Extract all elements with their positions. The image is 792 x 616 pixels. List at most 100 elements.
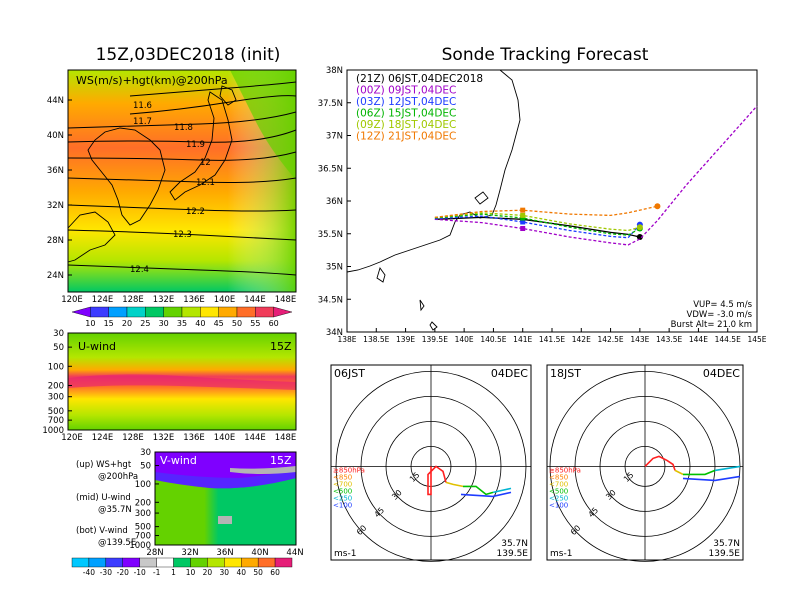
lat-tick-label: 34.5N	[318, 295, 343, 305]
pressure-tick-label: 50	[53, 343, 64, 353]
pressure-tick-label: 1000	[42, 426, 64, 436]
colorbar-tick-label: 50	[253, 568, 263, 577]
lon-tick-label: 139E	[396, 335, 415, 344]
vwind-lat-ticks: 28N 32N 36N 40N 44N	[146, 548, 303, 558]
china-coast	[67, 211, 116, 263]
pressure-tick-label: 200	[135, 498, 151, 508]
track-marker	[520, 212, 526, 218]
uwind-label: U-wind	[78, 340, 116, 353]
pressure-legend-entry: <850	[333, 473, 352, 481]
track-end-point	[636, 234, 643, 241]
track-line	[434, 205, 658, 219]
lon-tick-label: 139.5E	[422, 335, 448, 344]
colorbar-cell	[255, 306, 274, 318]
hodo-lon: 139.5E	[497, 549, 529, 559]
contour-label: 12.4	[130, 265, 149, 275]
colorbar-tick-label: -1	[153, 568, 161, 577]
lat-tick-label: 35.5N	[318, 230, 343, 240]
lat-tick-label: 32N	[47, 201, 64, 211]
track-marker	[520, 219, 526, 225]
lat-tick-label: 36N	[326, 197, 343, 207]
lon-tick-label: 144E	[244, 295, 266, 305]
lon-tick-label: 120E	[61, 295, 83, 305]
pressure-legend-entry: ≥850hPa	[549, 466, 581, 474]
hodo-date-label: 04DEC	[703, 367, 740, 380]
hodo-trace	[445, 481, 464, 488]
track-marker	[520, 207, 526, 213]
pressure-tick-label: 100	[48, 362, 64, 372]
pressure-tick-label: 30	[53, 329, 64, 339]
legend-entry: (21Z) 06JST,04DEC2018	[356, 73, 483, 85]
lon-tick-label: 144E	[244, 433, 266, 443]
lat-tick-label: 36N	[216, 548, 233, 558]
lon-tick-label: 142.5E	[597, 335, 623, 344]
hodo-trace	[460, 491, 512, 498]
hodo-lat: 35.7N	[713, 539, 740, 549]
pressure-legend-entry: <500	[549, 487, 568, 495]
contour-label: 12.2	[186, 207, 205, 217]
pressure-tick-label: 700	[48, 416, 64, 426]
track-line	[434, 213, 641, 236]
track-end-point	[636, 224, 643, 231]
hodo-time-label: 18JST	[550, 367, 581, 380]
lat-tick-label: 40N	[47, 131, 64, 141]
pressure-tick-label: 300	[48, 393, 64, 403]
height-contours	[67, 81, 297, 276]
lon-tick-label: 145E	[747, 335, 766, 344]
hodo-trace	[492, 487, 512, 494]
lon-tick-label: 128E	[122, 433, 144, 443]
colorbar-cell	[200, 306, 219, 318]
note-mid2: @35.7N	[98, 505, 132, 515]
pressure-tick-label: 500	[48, 407, 64, 417]
contour-label: 11.9	[186, 140, 205, 150]
vdw-text: VDW= -3.0 m/s	[687, 310, 753, 320]
legend-entry: (06Z) 15JST,04DEC	[356, 108, 456, 120]
lon-tick-label: 141.5E	[539, 335, 565, 344]
pressure-tick-label: 100	[135, 480, 151, 490]
colorbar-cell	[207, 557, 225, 568]
track-series	[434, 105, 758, 246]
lat-tick-label: 35N	[326, 263, 343, 273]
pressure-legend-entry: <850	[549, 473, 568, 481]
track-marker	[520, 215, 526, 221]
pressure-tick-label: 700	[135, 532, 151, 542]
pressure-legend-entry: <250	[333, 494, 352, 502]
lon-tick-label: 138E	[337, 335, 356, 344]
vwind-gray-spot	[218, 516, 232, 524]
hodo-trace	[463, 485, 494, 496]
vwind-colorbar: -40 -30 -20 -10 -1 1 10 20 30 40 50 60	[71, 557, 293, 577]
contour-label: 12.3	[173, 230, 192, 240]
note-bot: (bot) V-wind	[76, 526, 128, 536]
colorbar-tick-label: 60	[269, 319, 279, 328]
pressure-tick-label: 200	[48, 381, 64, 391]
contour-label: 12	[200, 158, 211, 168]
colorbar-tick-label: 45	[214, 319, 224, 328]
lon-tick-label: 141E	[513, 335, 532, 344]
map-lat-ticks: 44N 40N 36N 32N 28N 24N	[47, 96, 72, 281]
pressure-tick-label: 1000	[129, 541, 151, 551]
map-label: WS(m/s)+hgt(km)@200hPa	[76, 74, 228, 87]
lat-tick-label: 28N	[47, 236, 64, 246]
note-up2: @200hPa	[98, 472, 138, 482]
legend-entry: (00Z) 09JST,04DEC	[356, 85, 456, 97]
track-panel: (21Z) 06JST,04DEC2018(00Z) 09JST,04DEC (0…	[318, 66, 767, 344]
colorbar-cell	[88, 557, 107, 568]
vwind-frame	[154, 451, 297, 546]
map-colorbar: 10 15 20 25 30 35 40 45 50 55 60	[71, 306, 293, 328]
colorbar-cell	[71, 557, 90, 568]
lon-tick-label: 143.5E	[656, 335, 682, 344]
lat-tick-label: 37N	[326, 132, 343, 142]
lon-tick-label: 144.5E	[715, 335, 741, 344]
hodo-lon: 139.5E	[709, 549, 741, 559]
uwind-frame	[67, 332, 297, 431]
pressure-legend-entry: <700	[333, 480, 352, 488]
lon-tick-label: 132E	[153, 433, 175, 443]
colorbar-tick-label: -10	[134, 568, 146, 577]
vwind-gray-band	[230, 466, 296, 474]
hodo-trace	[714, 465, 741, 472]
colorbar-tick-label: 30	[159, 319, 169, 328]
wind-map-panel: 11.6 11.7 11.8 11.9 12 12.1 12.2 12.3 12…	[47, 69, 297, 328]
